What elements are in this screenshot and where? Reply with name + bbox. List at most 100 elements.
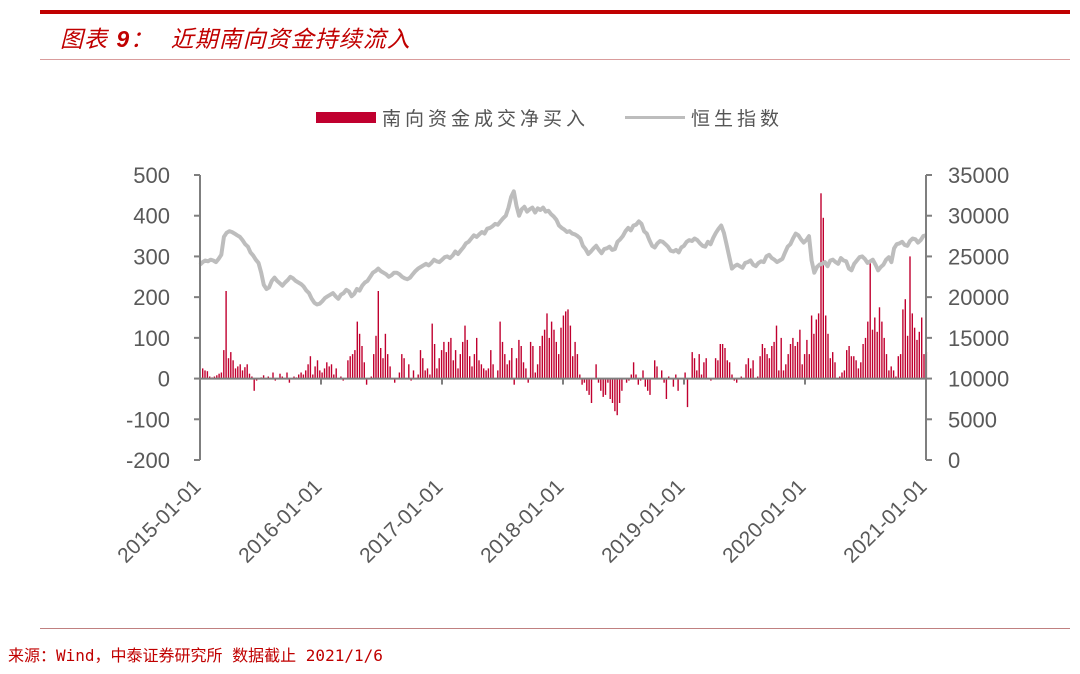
bar — [817, 313, 820, 379]
bar — [340, 376, 342, 379]
bar — [548, 337, 550, 379]
bar — [272, 372, 274, 379]
legend-bar-label: 南向资金成交净买入 — [382, 107, 590, 130]
bar — [220, 372, 223, 379]
bar — [518, 339, 520, 379]
bar — [595, 364, 597, 379]
bar — [895, 376, 897, 379]
bar — [825, 315, 827, 379]
bar — [829, 358, 831, 379]
bar — [546, 313, 548, 379]
bar — [473, 354, 476, 379]
bar — [632, 362, 635, 379]
bar — [775, 325, 778, 379]
bar — [286, 372, 288, 379]
bar — [857, 368, 860, 379]
bar — [562, 315, 565, 379]
bar — [698, 354, 700, 379]
bar — [323, 368, 326, 379]
bar — [443, 341, 445, 379]
x-tick-label: 2019-01-01 — [597, 475, 689, 567]
bar — [600, 378, 602, 391]
bar — [583, 378, 586, 383]
bar — [618, 378, 621, 403]
left-tick-label: 0 — [158, 367, 170, 392]
bar — [579, 374, 581, 379]
legend-line-label: 恒生指数 — [691, 107, 784, 130]
bar — [726, 360, 728, 379]
bar — [684, 372, 686, 379]
bar — [349, 356, 351, 379]
bar — [230, 352, 232, 379]
bar — [525, 368, 527, 379]
bar — [358, 333, 361, 379]
bar — [890, 366, 892, 379]
bar — [745, 364, 747, 379]
bar — [654, 360, 656, 379]
bar — [656, 366, 658, 379]
bar — [466, 339, 468, 379]
bar — [410, 378, 412, 381]
chart-legend: 南向资金成交净买入 恒生指数 — [316, 104, 783, 130]
bar — [750, 368, 752, 379]
bar — [501, 341, 504, 379]
bar — [431, 323, 433, 379]
bar — [497, 370, 499, 379]
bar — [487, 368, 490, 379]
bar — [864, 337, 867, 379]
bar — [569, 325, 572, 379]
bar — [457, 368, 459, 379]
bar — [902, 309, 904, 379]
bar — [747, 358, 750, 379]
bar — [855, 360, 857, 379]
bar — [312, 374, 314, 379]
bar — [241, 370, 244, 379]
bar — [253, 378, 255, 391]
right-tick-label: 25000 — [948, 244, 1009, 269]
bar — [911, 313, 913, 379]
bar — [335, 368, 337, 379]
bar — [780, 337, 782, 379]
bar — [635, 374, 637, 379]
top-rule — [40, 10, 1070, 14]
bar — [330, 364, 333, 379]
x-tick-label: 2016-01-01 — [234, 475, 326, 567]
bar — [204, 370, 206, 379]
bar — [560, 327, 562, 379]
bar — [232, 360, 234, 379]
bar — [375, 335, 377, 379]
right-tick-label: 5000 — [948, 407, 997, 432]
net-buy-bars — [202, 193, 928, 416]
bar — [808, 354, 810, 379]
bar — [806, 339, 808, 379]
bar — [316, 360, 319, 379]
bar — [429, 374, 431, 379]
bar — [347, 360, 349, 379]
bar — [536, 364, 539, 379]
bar — [225, 291, 227, 379]
bar — [237, 366, 239, 379]
bar — [607, 378, 609, 383]
bar — [736, 378, 738, 383]
title-text: 近期南向资金持续流入 — [170, 27, 411, 53]
bar — [558, 354, 560, 379]
bar — [251, 376, 253, 379]
bar — [333, 374, 335, 379]
bar — [553, 329, 555, 379]
bar — [408, 364, 410, 379]
bar — [326, 362, 328, 379]
bar — [513, 378, 515, 385]
x-tick-label: 2018-01-01 — [476, 475, 568, 567]
bar — [921, 317, 923, 379]
bar — [504, 354, 506, 379]
bar — [916, 339, 918, 379]
x-tick-label: 2021-01-01 — [839, 475, 931, 567]
bar — [883, 337, 885, 379]
bar — [389, 366, 391, 379]
bar — [300, 372, 302, 379]
bar — [462, 341, 464, 379]
bar — [447, 341, 450, 379]
bar — [705, 358, 707, 379]
bar — [625, 378, 628, 383]
bar — [565, 311, 567, 379]
